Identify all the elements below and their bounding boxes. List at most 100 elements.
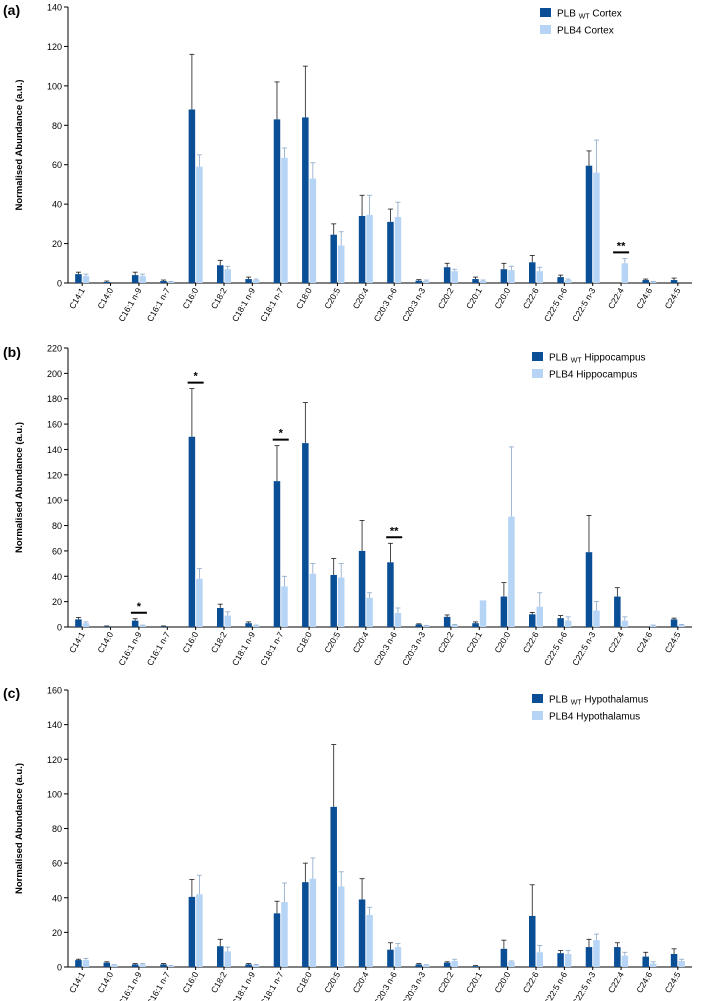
bar-plb4-20 [621,955,629,967]
bar-plb4-22 [678,625,685,627]
y-tick-label: 160 [47,420,62,430]
bar-wt-19 [585,947,593,967]
bar-wt-11 [358,215,366,283]
y-tick-label: 40 [52,893,62,903]
x-tick-label: C24:6 [634,630,654,655]
x-tick-label: C22:5 n-6 [542,630,569,668]
bar-wt-6 [217,607,224,627]
bar-wt-19 [585,552,593,627]
y-tick-label: 40 [52,572,62,582]
bar-plb4-15 [479,281,487,283]
bar-wt-19 [585,165,593,283]
x-tick-label: C20:4 [351,630,371,655]
significance-label: * [279,428,284,440]
bar-wt-7 [245,623,252,627]
bar-wt-22 [670,954,678,967]
y-tick-label: 100 [47,789,62,799]
bar-wt-16 [500,596,508,627]
bar-plb4-16 [508,270,515,283]
bar-wt-14 [443,616,451,627]
y-tick-label: 160 [47,686,62,696]
x-tick-label: C20:2 [436,286,456,311]
chart-panel-a: (a) 0 20 40 60 80 100 120 140 Normalised Abundanc… [3,2,692,323]
bar-plb4-1 [82,276,90,283]
legend-swatch-plb4 [540,25,551,34]
y-tick-label: 40 [52,200,62,210]
x-tick-label: C20:3 n-3 [400,970,427,1001]
bar-wt-17 [529,915,536,967]
y-tick-label: 100 [47,496,62,506]
bar-plb4-17 [536,606,543,627]
bar-plb4-13 [423,281,430,283]
bar-wt-3 [131,964,139,967]
y-tick-label: 20 [52,239,62,249]
x-tick-label: C22:6 [521,970,541,995]
bar-wt-5 [188,109,196,283]
x-tick-label: C14:0 [95,286,115,311]
legend-label-wt: PLB WT Hypothalamus [549,695,648,707]
bar-plb4-10 [337,886,345,967]
bar-plb4-5 [196,578,203,627]
bar-wt-22 [670,619,678,627]
x-tick-label: C20:3 n-3 [400,286,427,324]
x-tick-label: C22:5 n-6 [542,286,569,324]
x-tick-label: C20:3 n-6 [372,970,399,1001]
bar-plb4-9 [309,878,317,967]
x-tick-label: C18:1 n-7 [258,286,285,324]
x-tick-label: C20:5 [322,286,342,311]
x-tick-label: C14:0 [95,630,115,655]
bar-plb4-14 [451,960,458,967]
bar-wt-2 [103,626,111,627]
bar-wt-4 [160,281,167,283]
y-tick-label: 220 [47,344,62,354]
bar-wt-16 [500,269,508,283]
bar-wt-12 [387,562,394,627]
y-tick-label: 60 [52,160,62,170]
bar-wt-8 [273,481,281,627]
x-tick-label: C18:2 [209,630,229,655]
bar-plb4-20 [621,263,629,283]
chart-panel-b: (b) 0 20 40 60 80 100 120 140 160 180 200 220 Normali… [3,344,692,668]
bar-wt-21 [642,280,649,283]
bar-wt-13 [415,624,423,627]
x-tick-label: C16:1 n-7 [145,630,172,668]
x-tick-label: C18:0 [294,286,314,311]
bar-plb4-11 [366,915,373,967]
bar-plb4-21 [649,963,657,967]
x-tick-label: C16:1 n-9 [116,970,143,1001]
legend-label-plb4: PLB4 Cortex [557,26,614,37]
bar-plb4-20 [621,620,629,627]
bar-plb4-21 [649,625,657,627]
x-tick-label: C18:1 n-7 [258,630,285,668]
bar-wt-20 [614,947,621,967]
x-tick-label: C22:5 n-3 [570,286,597,324]
bar-plb4-8 [281,157,288,283]
legend: PLB WT Hypothalamus PLB4 Hypothalamus [532,694,648,723]
bar-plb4-7 [252,625,260,627]
bar-wt-8 [273,119,281,283]
bar-plb4-16 [508,516,515,627]
bar-plb4-17 [536,271,543,283]
bar-plb4-13 [423,965,430,967]
y-tick-label: 20 [52,597,62,607]
legend-swatch-wt [532,352,543,361]
bar-wt-10 [330,806,337,967]
bar-wt-12 [387,221,394,283]
x-tick-label: C20:0 [492,286,512,311]
legend-swatch-wt [532,694,543,703]
bar-wt-15 [472,966,479,967]
legend: PLB WT Cortex PLB4 Cortex [540,8,622,37]
x-tick-label: C18:1 n-9 [230,286,257,324]
legend-swatch-plb4 [532,711,543,720]
y-tick-label: 120 [47,42,62,52]
bar-plb4-10 [337,577,345,627]
bar-plb4-13 [423,625,430,627]
x-tick-label: C20:3 n-6 [372,286,399,324]
significance-label: * [193,371,198,383]
bar-plb4-3 [139,964,146,967]
bar-wt-3 [131,620,139,627]
bar-wt-18 [557,618,564,627]
bar-wt-12 [387,949,394,967]
bar-wt-15 [472,623,479,627]
significance-label: * [137,601,142,613]
